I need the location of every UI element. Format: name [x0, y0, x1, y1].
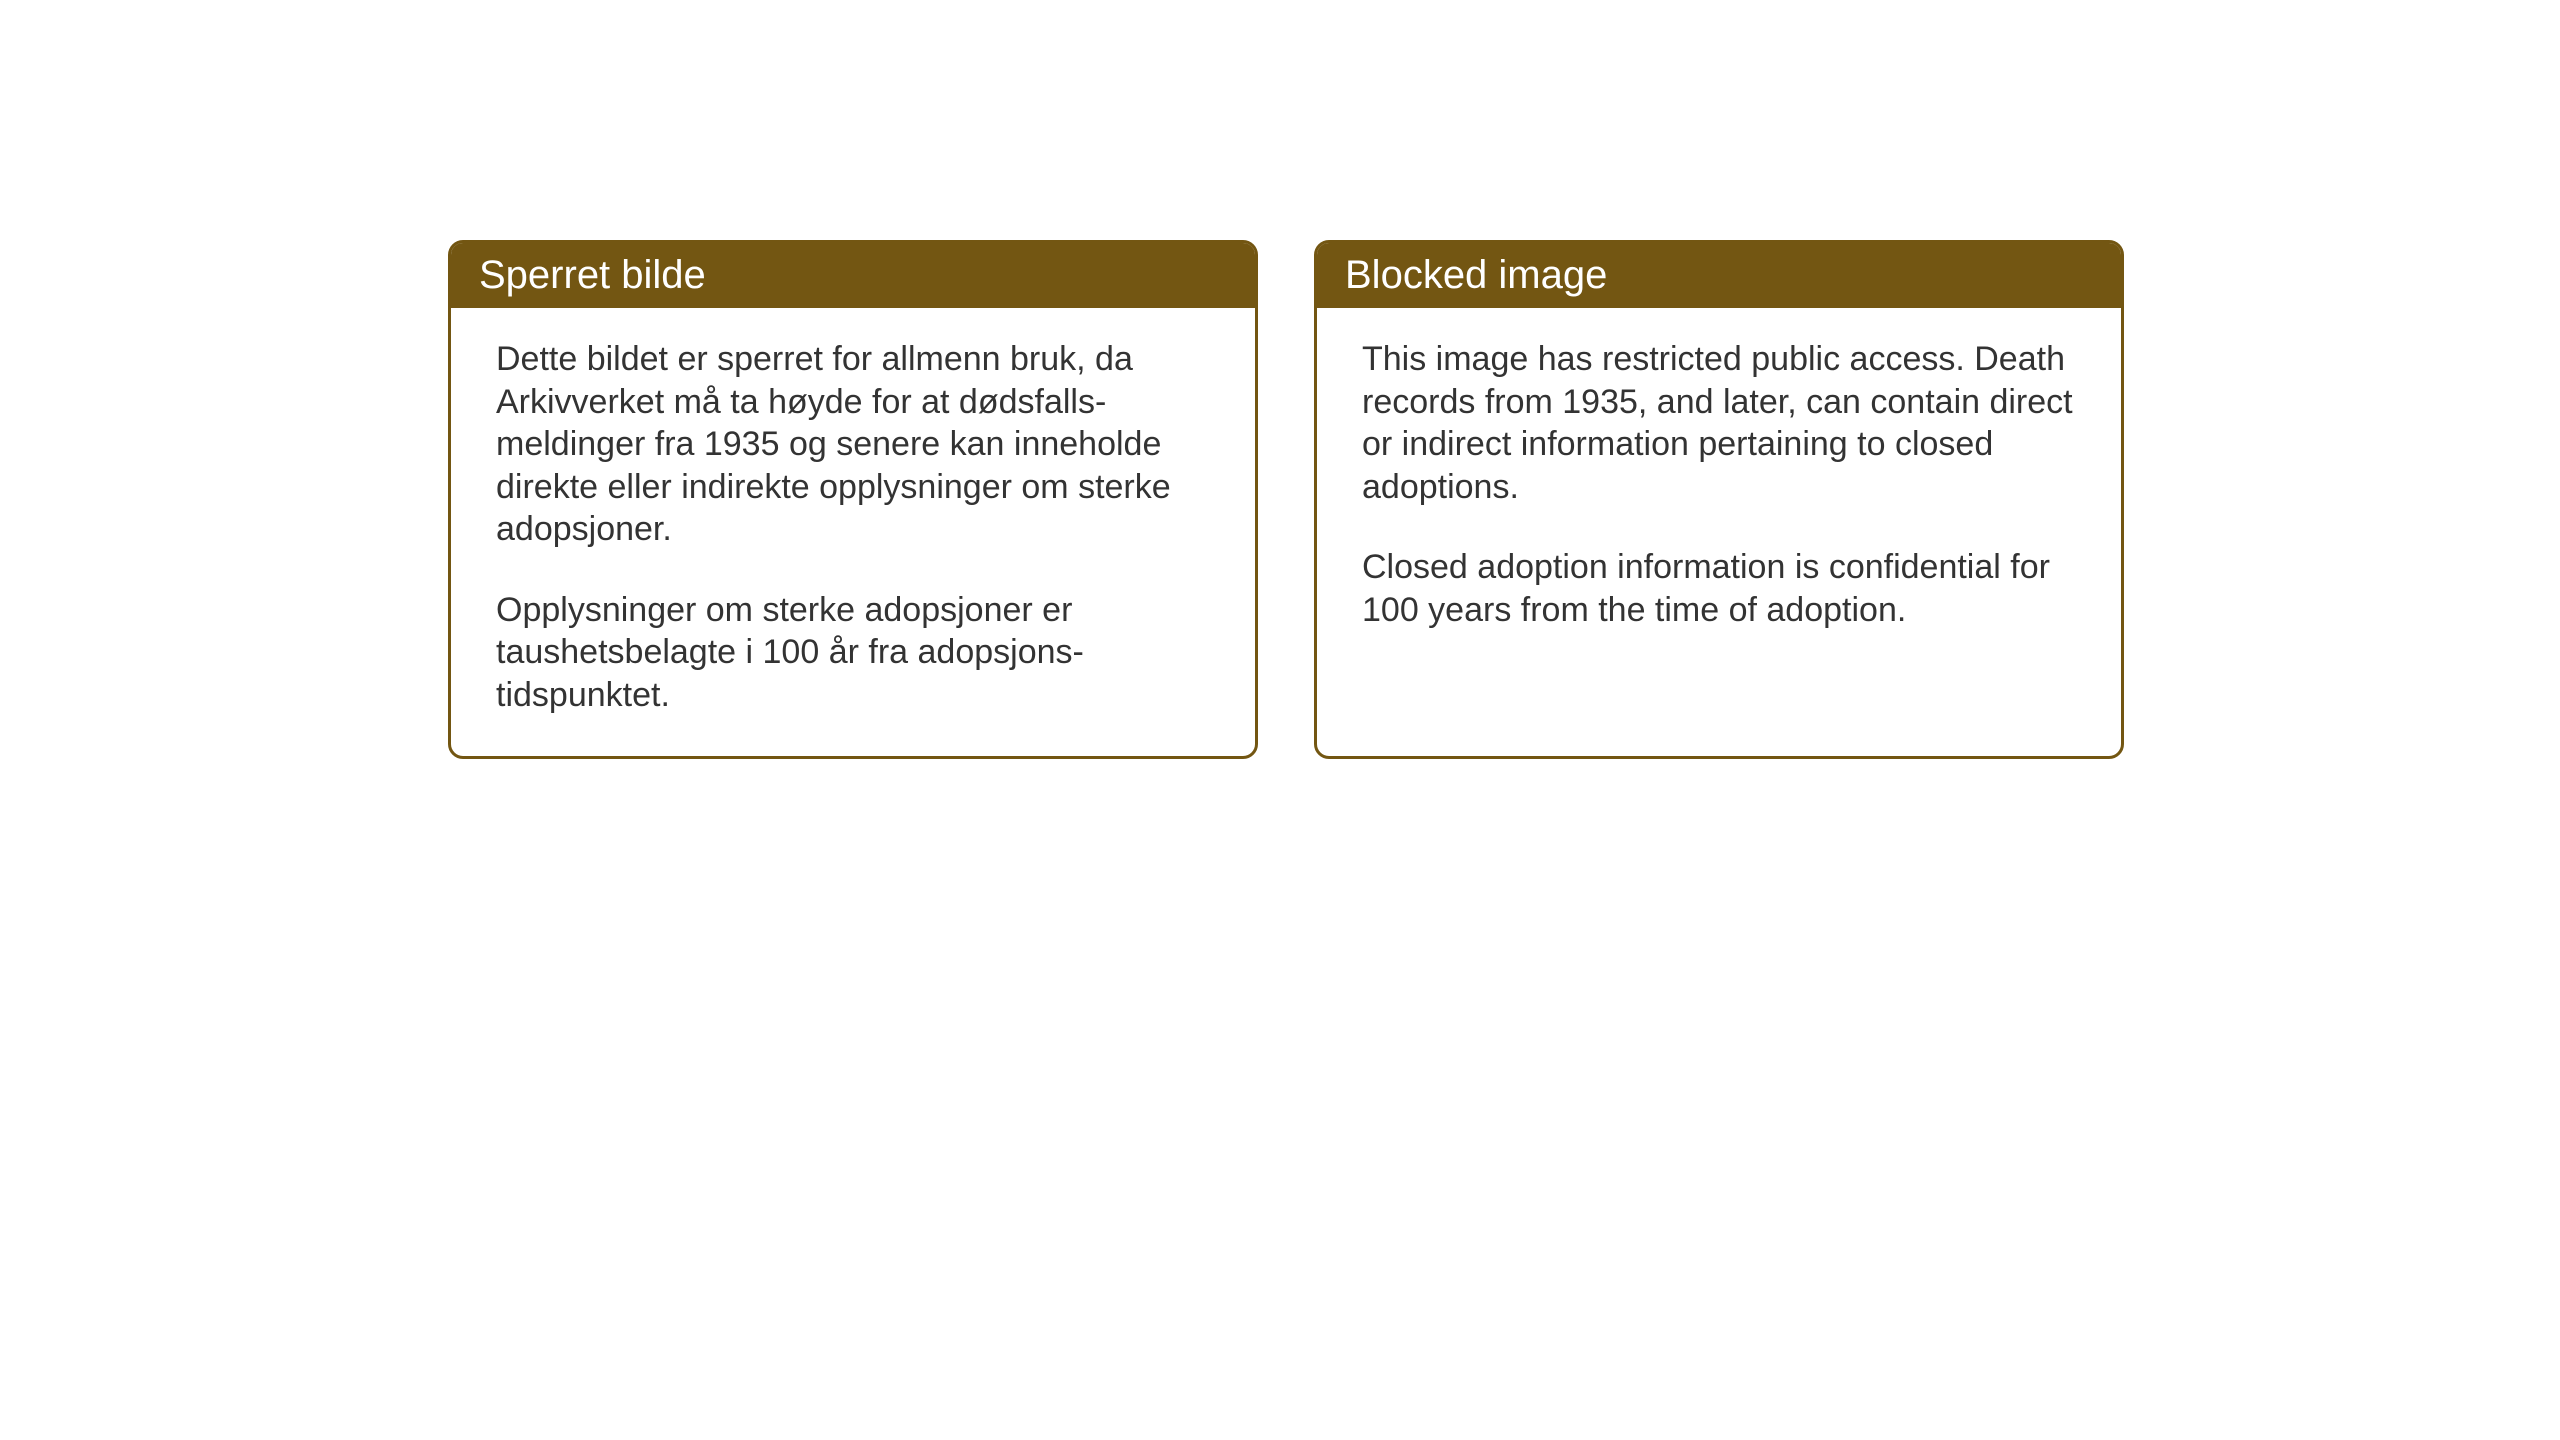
english-paragraph-1: This image has restricted public access.… — [1362, 338, 2076, 508]
english-card-title: Blocked image — [1317, 243, 2121, 308]
english-notice-card: Blocked image This image has restricted … — [1314, 240, 2124, 759]
norwegian-paragraph-1: Dette bildet er sperret for allmenn bruk… — [496, 338, 1210, 551]
norwegian-paragraph-2: Opplysninger om sterke adopsjoner er tau… — [496, 589, 1210, 717]
norwegian-card-body: Dette bildet er sperret for allmenn bruk… — [451, 308, 1255, 756]
english-paragraph-2: Closed adoption information is confident… — [1362, 546, 2076, 631]
notice-cards-container: Sperret bilde Dette bildet er sperret fo… — [448, 240, 2124, 759]
norwegian-notice-card: Sperret bilde Dette bildet er sperret fo… — [448, 240, 1258, 759]
english-card-body: This image has restricted public access.… — [1317, 308, 2121, 671]
norwegian-card-title: Sperret bilde — [451, 243, 1255, 308]
